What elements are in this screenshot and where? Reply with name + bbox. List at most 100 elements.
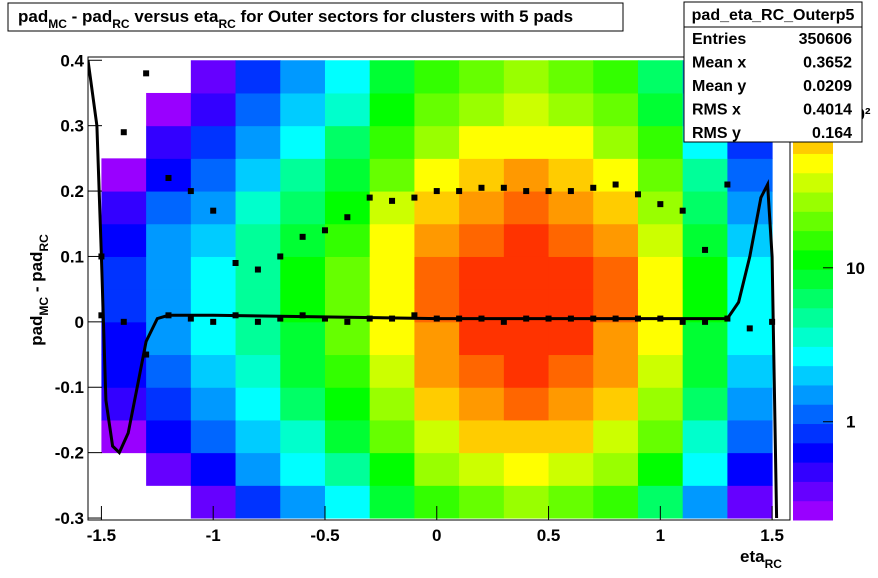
profile-point [411,194,418,201]
heat-cell [146,92,192,127]
heat-cell [235,256,281,290]
heat-cell [548,92,594,127]
heat-cell [369,354,415,388]
heat-cell [146,452,192,486]
colorbar-band [793,307,833,328]
stats-value: 0.3652 [803,55,852,72]
heat-cell [190,289,237,323]
heat-cell [235,485,281,519]
heat-cell [548,452,594,486]
heat-cell [593,485,639,519]
profile-point [254,266,261,273]
colorbar-band [793,500,833,521]
heat-cell [190,419,237,454]
colorbar-band [793,288,833,309]
heat-cell [637,60,684,94]
text-part: MC [48,17,67,31]
heat-cell [146,387,192,421]
heat-cell [503,452,550,486]
fit-curve [88,60,779,519]
heat-cell [101,158,147,192]
heat-cell [459,125,505,159]
heat-cell [503,321,550,356]
heat-cell [146,125,192,159]
heat-cell [503,223,550,257]
heat-cell [280,387,326,421]
z-tick-label: 1 [846,413,855,432]
profile-point [545,188,552,195]
heat-cell [235,321,281,356]
heat-cell [459,256,505,290]
heat-cell [280,60,326,94]
heat-cell [727,419,773,454]
heat-cell [414,158,460,192]
heat-cell [548,223,594,257]
heat-cell [503,92,550,127]
heat-cell [548,256,594,290]
heat-cell [414,354,460,388]
profile-point [567,188,574,195]
profile-point [210,318,217,325]
heat-cell [503,485,550,519]
colorbar-band [793,481,833,502]
heat-cell [190,387,237,421]
profile-point [679,318,686,325]
colorbar-band [793,384,833,405]
heat-cell [324,321,371,356]
heat-cell [637,158,684,192]
heat-cell [593,125,639,159]
profile-point [299,233,306,240]
title-box [7,2,624,32]
heat-cell [414,419,460,454]
heat-cell [593,452,639,486]
heat-cell [190,158,237,192]
colorbar-band [793,442,833,463]
heat-cell [280,191,326,225]
heat-cell [280,354,326,388]
heat-cell [146,191,192,225]
text-part: MC [37,297,51,316]
heat-cell [727,289,773,323]
profile-point [344,214,351,221]
heat-cell [459,387,505,421]
heat-cell [235,452,281,486]
colorbar-band [793,153,833,174]
heat-cell [727,387,773,421]
text-part: RC [218,17,236,31]
profile-point [411,312,418,319]
heat-cell [503,60,550,94]
heat-cell [414,256,460,290]
profile-point [500,184,507,191]
heat-cell [190,321,237,356]
heat-cell [190,92,237,127]
heat-cell [503,158,550,192]
heat-cell [548,321,594,356]
text-part: versus eta [130,7,219,26]
heat-cell [190,60,237,94]
heat-cell [637,321,684,356]
heat-cell [324,354,371,388]
profile-point [187,188,194,195]
heat-cell [459,452,505,486]
heat-cell [503,387,550,421]
stats-label: RMS x [692,102,741,119]
profile-point [254,318,261,325]
profile-point [702,246,709,253]
heat-cell [593,92,639,127]
heat-cell [682,289,728,323]
heat-cell [637,419,684,454]
heat-cell [146,223,192,257]
colorbar-band [793,249,833,270]
heat-cell [280,223,326,257]
y-tick-label: 0.4 [60,51,84,70]
colorbar-band [793,404,833,425]
heat-cell [503,354,550,388]
text-part: - pad [27,252,46,297]
stats-value: 0.0209 [803,78,852,95]
heat-cell [548,60,594,94]
y-tick-label: 0.2 [60,182,84,201]
heat-cell [682,321,728,356]
heat-cell [280,125,326,159]
heat-cell [235,223,281,257]
heat-cell [280,92,326,127]
